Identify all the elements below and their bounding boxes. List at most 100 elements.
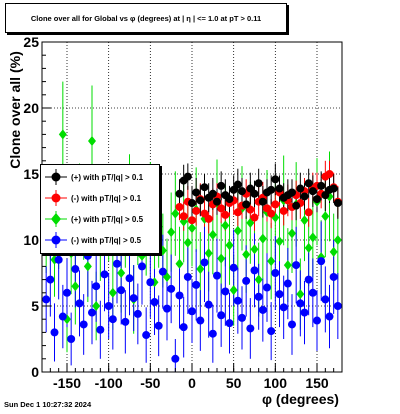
x-tick-label: 0 bbox=[188, 375, 196, 391]
data-point bbox=[217, 181, 226, 190]
data-point bbox=[238, 187, 246, 196]
data-point bbox=[183, 272, 192, 281]
data-point bbox=[200, 258, 209, 267]
data-point bbox=[58, 129, 67, 140]
data-point bbox=[129, 294, 138, 303]
y-axis-ticks: 0 5 10 15 20 25 bbox=[23, 34, 51, 380]
data-point bbox=[108, 315, 117, 324]
data-markers bbox=[42, 129, 342, 363]
y-tick-label: 5 bbox=[31, 298, 39, 314]
data-point bbox=[304, 275, 313, 284]
data-point bbox=[317, 181, 326, 190]
data-point bbox=[67, 335, 76, 343]
data-point bbox=[233, 296, 242, 305]
data-point bbox=[63, 288, 71, 297]
data-point bbox=[283, 279, 292, 288]
data-point bbox=[154, 321, 163, 330]
data-point bbox=[296, 299, 305, 308]
data-point bbox=[225, 319, 234, 328]
data-point bbox=[167, 284, 176, 293]
data-point bbox=[267, 327, 276, 336]
data-point bbox=[83, 261, 92, 272]
x-tick-label: 100 bbox=[264, 375, 288, 391]
data-point bbox=[229, 263, 238, 272]
data-point bbox=[321, 211, 330, 222]
legend-entry-pos-01: (+) with pT/|q| > 0.1 bbox=[41, 168, 159, 186]
data-point bbox=[71, 281, 80, 292]
x-tick-label: -150 bbox=[53, 375, 81, 391]
legend-entry-neg-05: (-) with pT/|q| > 0.5 bbox=[41, 231, 159, 249]
legend-marker-black bbox=[41, 168, 71, 186]
x-tick-label: -100 bbox=[95, 375, 123, 391]
data-point bbox=[133, 309, 142, 318]
data-point bbox=[179, 323, 188, 332]
data-point bbox=[171, 354, 180, 363]
data-point bbox=[258, 305, 267, 314]
legend-entry-pos-05: (+) with pT/|q| > 0.5 bbox=[41, 210, 159, 228]
data-point bbox=[233, 208, 242, 217]
data-point bbox=[125, 274, 134, 283]
data-point bbox=[258, 233, 267, 244]
data-point bbox=[233, 225, 242, 236]
data-point bbox=[42, 295, 51, 304]
data-point bbox=[188, 199, 196, 208]
data-point bbox=[188, 216, 196, 225]
data-point bbox=[167, 227, 176, 238]
y-axis-label: Clone over all (%) bbox=[7, 51, 23, 169]
data-point bbox=[175, 258, 184, 269]
data-point bbox=[333, 302, 342, 310]
legend-glyph bbox=[45, 169, 67, 185]
data-point bbox=[192, 206, 201, 215]
data-point bbox=[258, 197, 267, 206]
data-point bbox=[46, 275, 55, 284]
data-point bbox=[279, 303, 288, 312]
data-point bbox=[321, 295, 330, 304]
data-point bbox=[88, 136, 96, 146]
x-tick-label: 50 bbox=[226, 375, 242, 391]
data-point bbox=[179, 212, 188, 221]
data-point bbox=[142, 331, 151, 340]
data-point bbox=[117, 286, 126, 295]
data-point bbox=[213, 197, 221, 206]
x-axis-label: φ (degrees) bbox=[262, 391, 339, 407]
data-point bbox=[117, 268, 126, 278]
data-point bbox=[288, 320, 296, 329]
legend-point bbox=[51, 172, 61, 182]
legend-label: (+) with pT/|q| > 0.5 bbox=[71, 214, 144, 224]
data-point bbox=[304, 242, 313, 253]
data-point bbox=[192, 188, 201, 197]
legend-marker-green bbox=[41, 210, 71, 228]
data-point bbox=[283, 260, 292, 271]
data-point bbox=[92, 282, 101, 291]
data-point bbox=[300, 192, 309, 201]
data-point bbox=[213, 271, 221, 280]
data-point bbox=[183, 237, 192, 248]
data-point bbox=[79, 320, 88, 329]
data-point bbox=[288, 228, 296, 239]
data-point bbox=[196, 264, 205, 275]
legend-glyph bbox=[45, 190, 67, 206]
data-point bbox=[292, 261, 301, 270]
data-point bbox=[329, 272, 338, 281]
data-point bbox=[204, 248, 213, 259]
data-point bbox=[208, 189, 217, 198]
data-point bbox=[225, 240, 234, 251]
data-point bbox=[275, 290, 284, 299]
data-point bbox=[196, 316, 205, 325]
legend-label: (-) with pT/|q| > 0.5 bbox=[71, 235, 142, 245]
data-point bbox=[188, 307, 196, 316]
data-point bbox=[163, 304, 171, 313]
data-point bbox=[329, 246, 338, 257]
data-point bbox=[288, 188, 296, 197]
data-point bbox=[271, 200, 280, 209]
data-point bbox=[325, 170, 334, 178]
timestamp: Sun Dec 1 10:27:32 2024 bbox=[4, 400, 92, 409]
legend-marker-red bbox=[41, 189, 71, 207]
data-point bbox=[300, 215, 309, 226]
data-point bbox=[138, 262, 146, 271]
data-point bbox=[158, 245, 167, 256]
x-tick-label: -50 bbox=[140, 375, 160, 391]
data-point bbox=[204, 300, 213, 309]
y-tick-label: 25 bbox=[23, 34, 39, 50]
y-tick-label: 10 bbox=[23, 232, 39, 248]
